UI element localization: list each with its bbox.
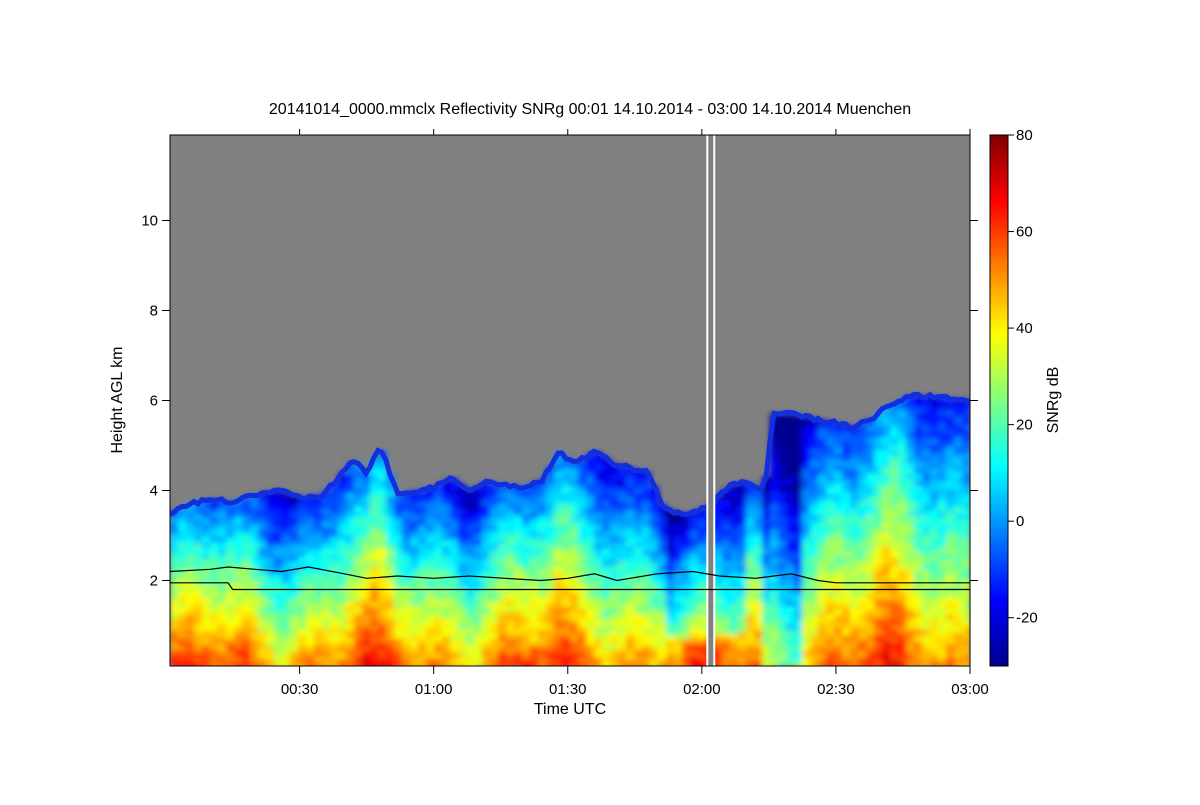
x-tick-label: 01:00 — [415, 681, 453, 698]
colorbar-tick-label: 60 — [1016, 224, 1033, 241]
overlay-line-2 — [170, 582, 970, 591]
plot-area — [170, 135, 970, 666]
colorbar — [989, 134, 1009, 667]
x-axis: 00:30 01:00 01:30 02:00 02:30 03:00 — [281, 129, 989, 698]
cloud-top-edge — [170, 391, 970, 518]
x-tick-label: 00:30 — [281, 681, 319, 698]
reflectivity-field — [170, 396, 970, 666]
y-axis: 2 4 6 8 10 — [141, 213, 978, 590]
x-tick-label: 01:30 — [549, 681, 587, 698]
x-tick-label: 03:00 — [951, 681, 989, 698]
y-axis-label: Height AGL km — [109, 346, 126, 453]
x-tick-label: 02:00 — [683, 681, 721, 698]
data-gap-interior — [708, 135, 714, 666]
colorbar-tick-label: 20 — [1016, 417, 1033, 434]
colorbar-tick-label: 0 — [1016, 513, 1024, 530]
overlay-line-1 — [170, 566, 970, 584]
x-axis-label: Time UTC — [534, 701, 606, 718]
y-tick-label: 2 — [150, 573, 158, 590]
colorbar-tick-label: -20 — [1016, 610, 1038, 627]
x-tick-label: 02:30 — [817, 681, 855, 698]
colorbar-tick-label: 80 — [1016, 127, 1033, 144]
y-tick-label: 10 — [141, 213, 158, 230]
colorbar-tick-label: 40 — [1016, 320, 1033, 337]
colorbar-axis: -20 0 20 40 60 80 — [1008, 127, 1038, 627]
y-tick-label: 4 — [150, 483, 158, 500]
colorbar-label: SNRg dB — [1045, 367, 1062, 434]
chart-title: 20141014_0000.mmclx Reflectivity SNRg 00… — [269, 101, 911, 118]
y-tick-label: 6 — [150, 393, 158, 410]
y-tick-label: 8 — [150, 303, 158, 320]
